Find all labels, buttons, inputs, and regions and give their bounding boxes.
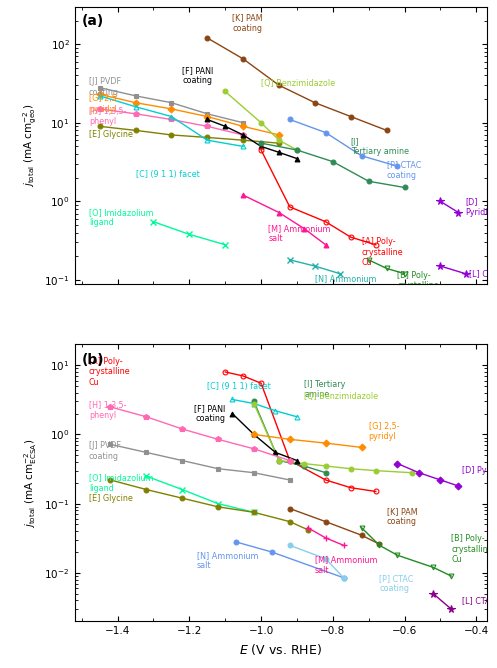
Text: [Q] Benzimidazole: [Q] Benzimidazole	[304, 392, 378, 401]
Text: [I]
Tertiary amine: [I] Tertiary amine	[351, 137, 409, 156]
Text: [L] CTAB: [L] CTAB	[469, 269, 497, 278]
Text: [M] Ammonium
salt: [M] Ammonium salt	[315, 555, 377, 574]
Text: [N] Ammonium
salt: [N] Ammonium salt	[196, 551, 258, 570]
Text: [Q] Benzimidazole: [Q] Benzimidazole	[261, 79, 335, 88]
Text: [G] 2,5-
pyridyl: [G] 2,5- pyridyl	[369, 422, 399, 442]
Text: [P] CTAC
coating: [P] CTAC coating	[387, 160, 421, 180]
Text: [L] CTAB: [L] CTAB	[462, 596, 496, 605]
Text: [B] Poly-
crystalline
Cu: [B] Poly- crystalline Cu	[398, 271, 439, 301]
Text: [I] Tertiary
amine: [I] Tertiary amine	[304, 379, 345, 399]
Text: [O] Imidazolium
ligand: [O] Imidazolium ligand	[89, 208, 154, 227]
Text: [E] Glycine: [E] Glycine	[89, 130, 133, 140]
Y-axis label: $j_{\mathrm{total}}$ (mA cm$^{-2}_{\mathrm{ECSA}}$): $j_{\mathrm{total}}$ (mA cm$^{-2}_{\math…	[22, 438, 39, 528]
Text: [D]
Pyridine: [D] Pyridine	[466, 197, 497, 216]
Text: [J] PVDF
coating: [J] PVDF coating	[89, 77, 121, 97]
Text: [C] (9 1 1) facet: [C] (9 1 1) facet	[136, 170, 199, 179]
Text: [C] (9 1 1) facet: [C] (9 1 1) facet	[207, 381, 271, 391]
Text: [G] 2,5-
pyridyl: [G] 2,5- pyridyl	[89, 94, 119, 114]
Text: [E] Glycine: [E] Glycine	[89, 494, 133, 503]
Y-axis label: $j_{\mathrm{total}}$ (mA cm$^{-2}_{\mathrm{geo}}$): $j_{\mathrm{total}}$ (mA cm$^{-2}_{\math…	[21, 104, 39, 187]
Text: [D] Pyridine: [D] Pyridine	[462, 466, 497, 475]
Text: [A] Poly-
crystalline
Cu: [A] Poly- crystalline Cu	[361, 237, 403, 267]
Text: [P] CTAC
coating: [P] CTAC coating	[379, 574, 414, 593]
Text: [F] PANI
coating: [F] PANI coating	[194, 404, 225, 424]
Text: [K] PAM
coating: [K] PAM coating	[387, 507, 417, 526]
Text: [A] Poly-
crystalline
Cu: [A] Poly- crystalline Cu	[89, 357, 131, 387]
Text: [H] 1,3,5-
phenyl: [H] 1,3,5- phenyl	[89, 401, 126, 420]
Text: [B] Poly-
crystalline
Cu: [B] Poly- crystalline Cu	[451, 534, 493, 564]
X-axis label: $E$ (V vs. RHE): $E$ (V vs. RHE)	[240, 642, 322, 657]
Text: (a): (a)	[82, 13, 104, 27]
Text: [M] Ammonium
salt: [M] Ammonium salt	[268, 224, 331, 243]
Text: (b): (b)	[82, 353, 104, 367]
Text: [K] PAM
coating: [K] PAM coating	[233, 13, 263, 33]
Text: [F] PANI
coating: [F] PANI coating	[182, 66, 213, 86]
Text: [H] 1,3,5-
phenyl: [H] 1,3,5- phenyl	[89, 107, 126, 126]
Text: [O] Imidazolium
ligand: [O] Imidazolium ligand	[89, 473, 154, 492]
Text: [N] Ammonium
salt: [N] Ammonium salt	[315, 274, 376, 293]
Text: [J] PVDF
coating: [J] PVDF coating	[89, 441, 121, 460]
